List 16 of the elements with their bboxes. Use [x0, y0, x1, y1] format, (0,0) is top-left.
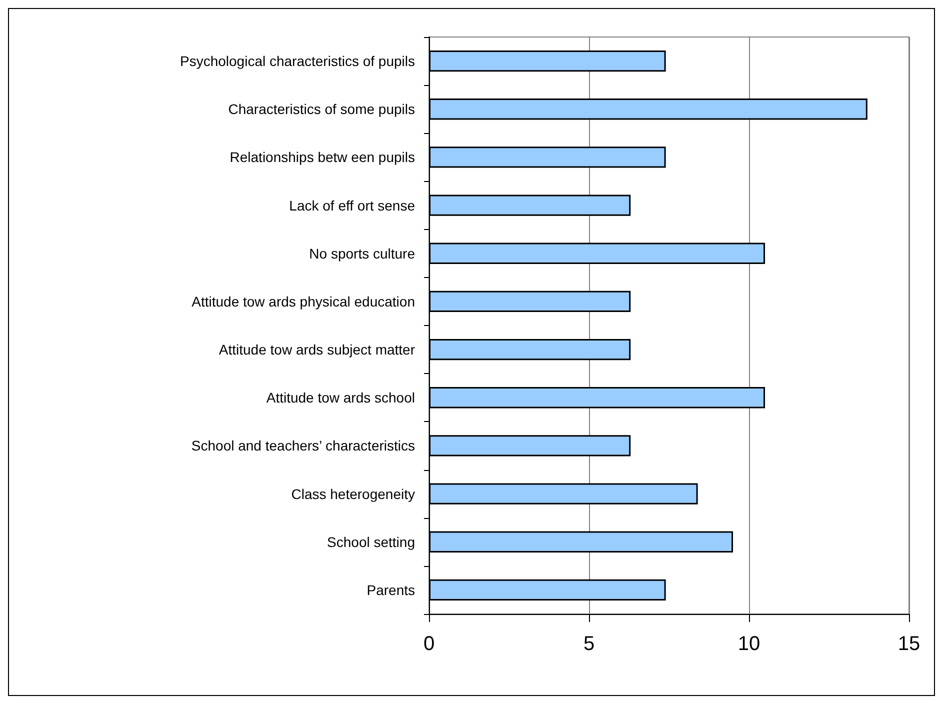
y-tick-label: Relationships betw een pupils — [230, 149, 415, 166]
y-tick-label: Attitude tow ards subject matter — [218, 342, 416, 358]
y-tick-label: Characteristics of some pupils — [228, 101, 415, 118]
y-tick-label: Psychological characteristics of pupils — [180, 53, 415, 70]
y-tick-label: No sports culture — [309, 245, 416, 262]
y-tick-label: Lack of eff ort sense — [289, 197, 416, 214]
y-tick-label: Parents — [366, 582, 415, 598]
y-tick-label: School setting — [327, 534, 415, 550]
x-tick-label: 0 — [423, 633, 435, 655]
y-tick-label: Attitude tow ards physical education — [192, 293, 415, 310]
y-tick-label: Class heterogeneity — [291, 486, 415, 502]
y-tick-label: Attitude tow ards school — [266, 390, 415, 406]
x-tick-label: 10 — [738, 633, 760, 655]
x-tick-label: 5 — [583, 633, 595, 655]
y-tick-label: School and teachers’ characteristics — [191, 438, 415, 454]
x-tick-label: 15 — [898, 633, 920, 655]
